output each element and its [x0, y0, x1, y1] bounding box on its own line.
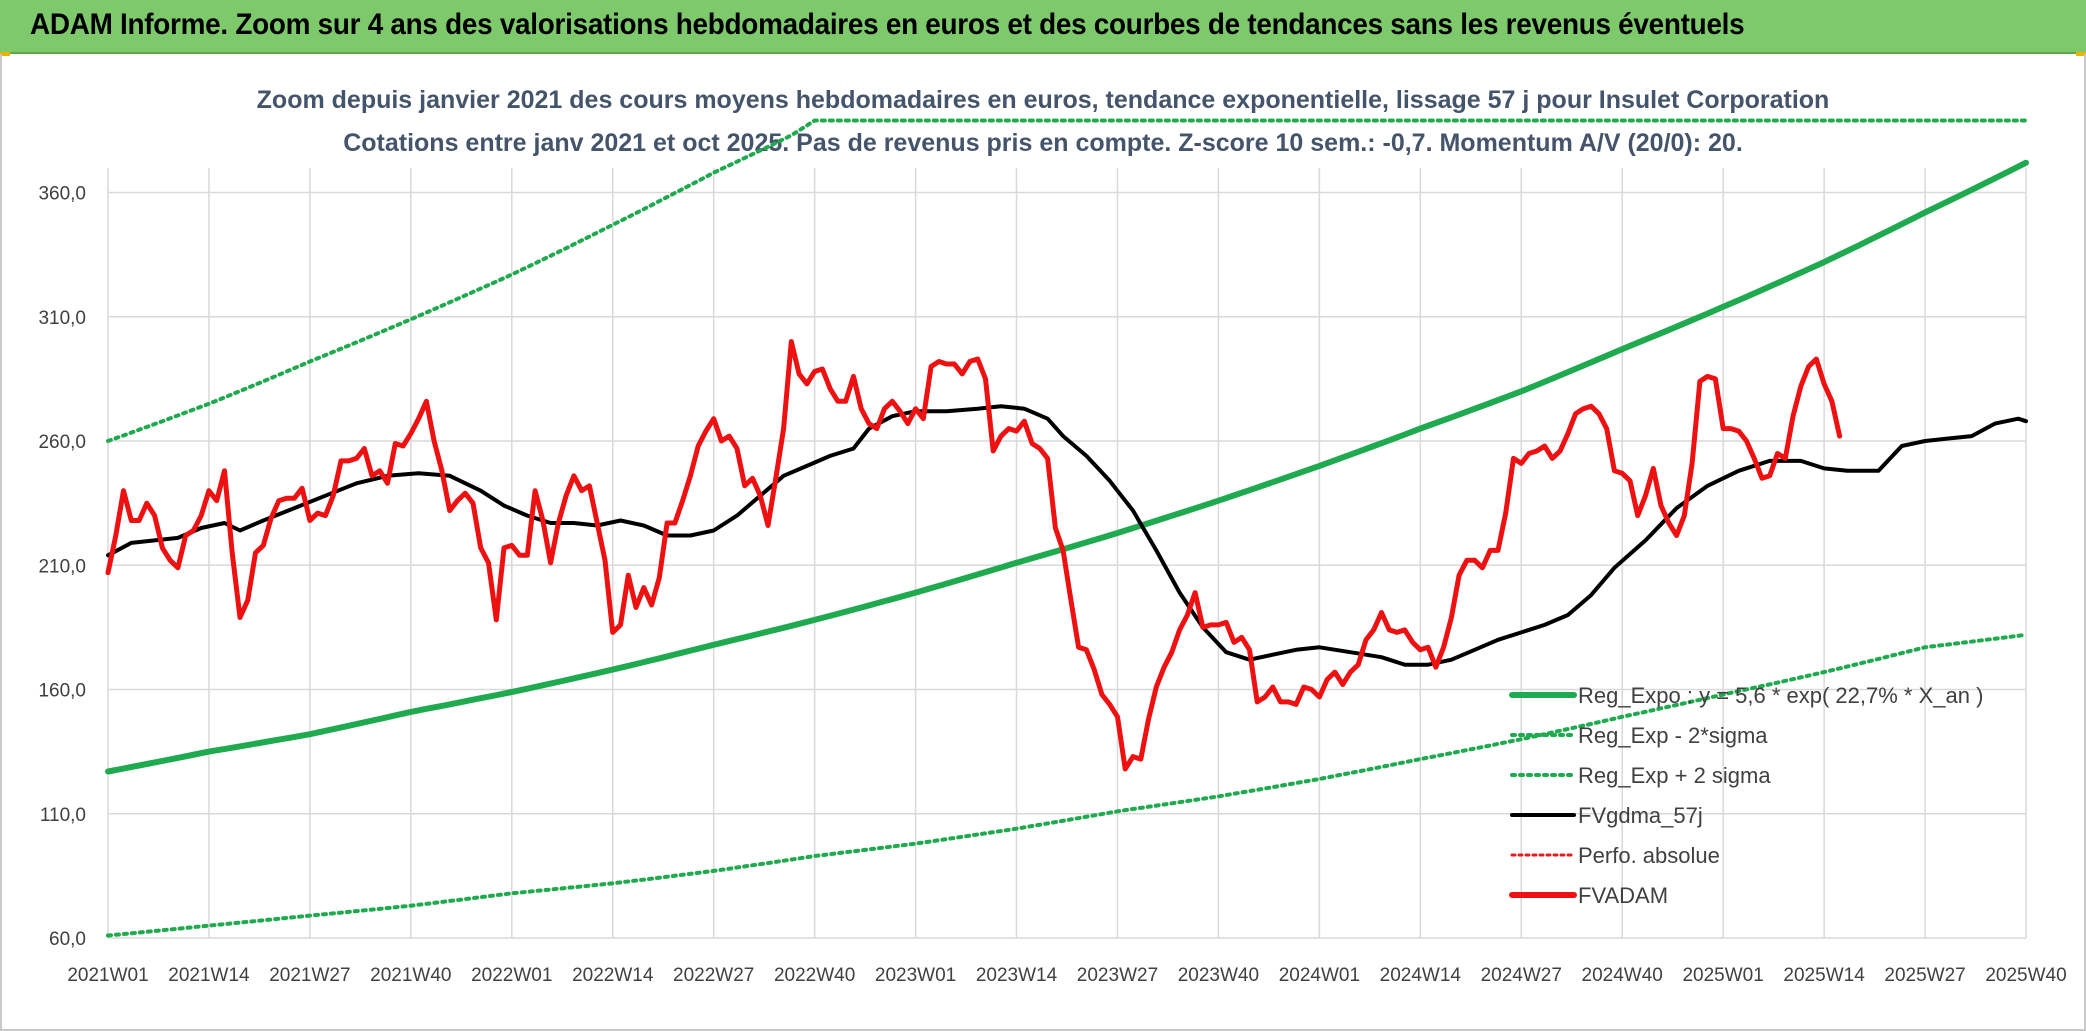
x-tick-label: 2024W14 [1380, 965, 1462, 986]
y-axis-ticks: 60,0 110,0 160,0 210,0 260,0 310,0 360,0 [38, 184, 86, 950]
series-line-fvgdma-57j [106, 404, 2028, 667]
series-line-fvadam [105, 339, 1843, 772]
x-tick-label: 2025W14 [1783, 965, 1865, 986]
y-tick-label: 60,0 [49, 929, 86, 950]
legend-label: Reg_Exp + 2 sigma [1578, 763, 1771, 788]
x-tick-label: 2021W40 [370, 965, 451, 986]
y-tick-label: 360,0 [38, 184, 86, 205]
x-tick-label: 2024W27 [1481, 965, 1562, 986]
x-tick-label: 2022W40 [774, 965, 855, 986]
x-tick-label: 2025W40 [1985, 965, 2066, 986]
x-tick-label: 2023W14 [976, 965, 1058, 986]
x-tick-label: 2025W01 [1682, 965, 1763, 986]
legend-label: FVADAM [1578, 883, 1668, 908]
y-tick-label: 110,0 [40, 805, 86, 826]
x-tick-label: 2022W01 [471, 965, 552, 986]
series-line-reg-expo [105, 159, 2029, 775]
series-line-reg-exp-2-sigma [106, 118, 2028, 443]
banner-corner-right [2076, 52, 2086, 56]
x-tick-label: 2023W27 [1077, 965, 1158, 986]
y-tick-label: 210,0 [38, 556, 86, 577]
y-tick-label: 310,0 [38, 308, 86, 329]
x-tick-label: 2023W40 [1178, 965, 1259, 986]
legend-label: Reg_Exp - 2*sigma [1578, 723, 1768, 748]
legend-label: Reg_Expo : y = 5,6 * exp( 22,7% * X_an ) [1578, 683, 1983, 708]
legend: Reg_Expo : y = 5,6 * exp( 22,7% * X_an )… [1509, 683, 1983, 908]
x-tick-label: 2023W01 [875, 965, 956, 986]
report-banner: ADAM Informe. Zoom sur 4 ans des valoris… [0, 0, 2086, 54]
y-tick-label: 260,0 [38, 432, 86, 453]
x-tick-label: 2021W27 [269, 965, 350, 986]
series-line-reg-exp-2-sigma [106, 632, 2028, 938]
banner-corner-left [0, 52, 10, 56]
chart-subtitle: Cotations entre janv 2021 et oct 2025. P… [343, 129, 1743, 157]
x-axis-ticks: 2021W01 2021W14 2021W27 2021W40 2022W01 2022W… [67, 965, 2066, 986]
gridlines [107, 168, 2027, 939]
x-tick-label: 2024W01 [1279, 965, 1360, 986]
report-title: ADAM Informe. Zoom sur 4 ans des valoris… [30, 8, 1745, 41]
x-tick-label: 2025W27 [1884, 965, 1965, 986]
chart-area-border [0, 54, 2086, 1031]
x-tick-label: 2022W27 [673, 965, 754, 986]
legend-label: Perfo. absolue [1578, 843, 1720, 868]
x-tick-label: 2021W14 [168, 965, 250, 986]
legend-label: FVgdma_57j [1578, 803, 1703, 828]
chart-title: Zoom depuis janvier 2021 des cours moyen… [257, 86, 1830, 114]
x-tick-label: 2021W01 [67, 965, 148, 986]
series-lines [105, 118, 2029, 938]
x-tick-label: 2022W14 [572, 965, 654, 986]
y-tick-label: 160,0 [38, 681, 86, 702]
x-tick-label: 2024W40 [1582, 965, 1663, 986]
